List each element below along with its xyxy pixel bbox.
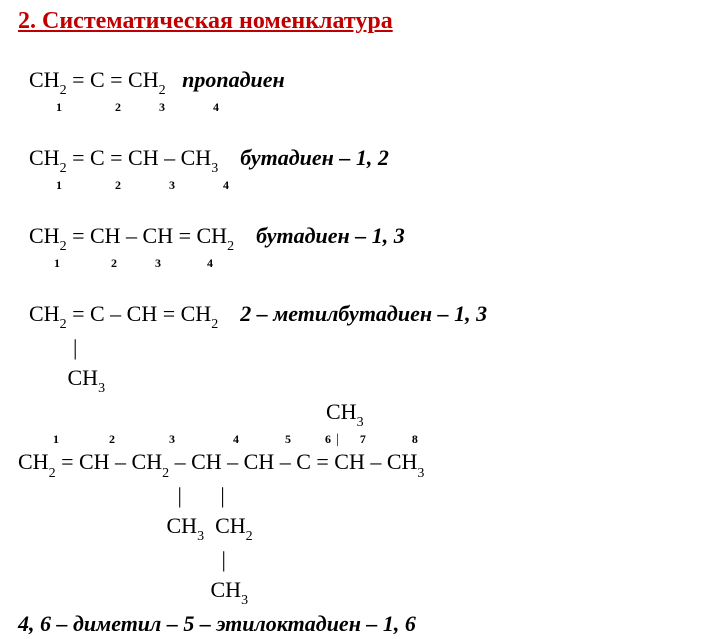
compound-5-numbers: 1 2 3 4 5 6 | 7 8 [18, 433, 702, 447]
compound-2: CH2 = C = CH – CH3 бутадиен – 1, 2 [18, 113, 702, 177]
formula: CH2 = CH – CH = CH2 [29, 223, 234, 248]
section-title: 2. Систематическая номенклатура [18, 8, 702, 35]
compound-name: пропадиен [182, 67, 285, 92]
compound-5-top-branch: CH3 [18, 397, 702, 431]
compound-5-branch2: CH3 [18, 575, 702, 609]
compound-5-branch1: CH3 CH2 [18, 511, 702, 545]
formula: CH2 = C = CH – CH3 [29, 145, 218, 170]
compound-name: бутадиен – 1, 2 [240, 145, 389, 170]
compound-5-formula: CH2 = CH – CH2 – CH – CH – C = CH – CH3 [18, 447, 702, 481]
compound-5-bar1: | | [18, 481, 702, 511]
formula: CH2 = C – CH = CH2 [29, 301, 218, 326]
formula: CH2 = C = CH2 [29, 67, 166, 92]
compound-3: CH2 = CH – CH = CH2 бутадиен – 1, 3 [18, 191, 702, 255]
compound-4-numbers: 1 2 3 4 [18, 257, 702, 269]
compound-2-numbers: 1 2 3 4 [18, 101, 702, 113]
compound-3-numbers: 1 2 3 4 [18, 179, 702, 191]
compound-5-bar2: | [18, 545, 702, 575]
compound-1: CH2 = C = CH2 пропадиен [18, 35, 702, 99]
compound-5-name: 4, 6 – диметил – 5 – этилоктадиен – 1, 6 [18, 609, 702, 639]
compound-4-branch-bar: | [18, 333, 702, 363]
compound-4-branch: CH3 [18, 363, 702, 397]
compound-4: CH2 = C – CH = CH2 2 – метилбутадиен – 1… [18, 269, 702, 333]
compound-name: бутадиен – 1, 3 [256, 223, 405, 248]
compound-name: 2 – метилбутадиен – 1, 3 [240, 301, 487, 326]
